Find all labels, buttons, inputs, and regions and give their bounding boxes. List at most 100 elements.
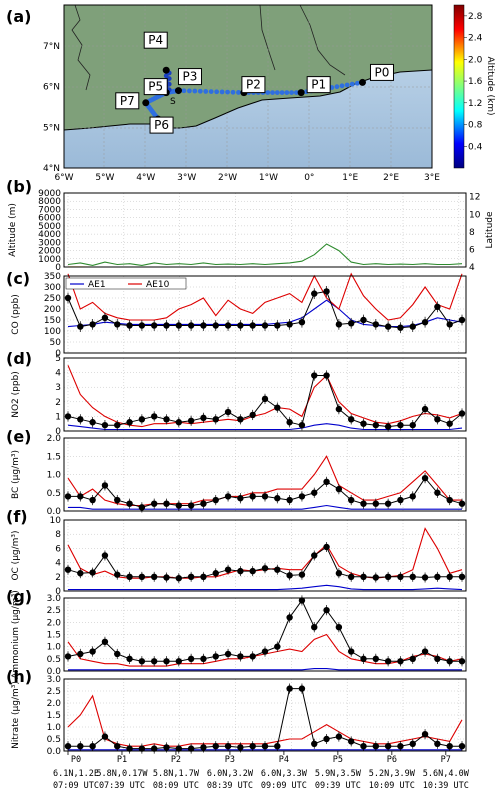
lon-tick: 1°W	[259, 173, 278, 183]
data-point	[138, 745, 146, 752]
waypoint-marker	[297, 89, 305, 97]
data-point	[64, 743, 72, 750]
data-point	[237, 567, 244, 575]
y-tick: 2.0	[47, 699, 62, 709]
track-dot	[289, 90, 295, 96]
data-point	[434, 740, 441, 747]
data-point	[200, 573, 207, 580]
data-point	[126, 655, 133, 663]
data-point	[224, 650, 232, 658]
data-point	[212, 570, 219, 577]
data-point	[323, 735, 330, 743]
data-point	[224, 408, 232, 416]
panel-frame	[63, 192, 467, 268]
time-utc-label: 07:39 UTC	[99, 781, 145, 791]
data-point	[187, 655, 195, 663]
data-point	[150, 573, 158, 580]
data-point	[163, 658, 170, 665]
data-point	[311, 740, 318, 747]
data-point	[101, 421, 109, 429]
data-point	[274, 743, 281, 750]
time-coord-label: 5.9N,3.5W	[315, 769, 362, 779]
y-tick: 3000	[38, 238, 61, 248]
y-axis-label: Altitude (m)	[8, 203, 18, 257]
lon-tick: 5°W	[95, 173, 114, 183]
waypoint-box	[143, 31, 168, 49]
y-tick: 4000	[38, 230, 61, 240]
y-axis-label: CO (ppb)	[11, 294, 21, 334]
data-point	[175, 575, 183, 582]
data-point	[249, 411, 256, 419]
time-point-label: P2	[171, 755, 181, 765]
time-utc-label: 07:09 UTC	[53, 781, 99, 791]
series-line-ae10	[67, 272, 463, 321]
data-point	[372, 500, 380, 507]
data-point	[360, 655, 367, 663]
panel-frame	[63, 519, 467, 592]
data-point	[261, 493, 269, 500]
y-tick: 0	[55, 427, 61, 437]
data-point	[249, 743, 256, 750]
data-point	[212, 496, 219, 504]
data-point	[421, 731, 429, 738]
colorbar-label: Altitude (km)	[485, 56, 495, 115]
y-tick: 1.5	[47, 631, 61, 641]
data-point	[384, 743, 392, 750]
y-axis-label: NO2 (ppb)	[11, 371, 21, 418]
track-dot	[274, 90, 280, 96]
time-point-label: P1	[117, 755, 127, 765]
data-point	[187, 502, 195, 509]
y-tick: 1.5	[47, 711, 61, 721]
y-tick: 300	[44, 283, 61, 293]
lon-tick: 4°W	[136, 173, 155, 183]
y-tick: 10	[50, 516, 62, 526]
colorbar-tick: 0.8	[468, 121, 483, 131]
data-point	[237, 416, 244, 423]
time-point-label: P6	[387, 755, 397, 765]
right-tick: 4	[469, 263, 475, 273]
track-dot	[186, 88, 192, 94]
data-point	[187, 322, 195, 329]
data-point	[175, 419, 183, 426]
y-tick: 2.0	[47, 618, 62, 628]
waypoint-label: P6	[154, 118, 169, 132]
data-point	[434, 416, 441, 423]
data-point	[409, 655, 416, 663]
track-dot	[230, 89, 236, 95]
data-point	[311, 624, 318, 631]
waypoint-label: P3	[183, 70, 198, 84]
data-point	[409, 323, 416, 330]
data-point	[200, 322, 207, 329]
data-point	[298, 571, 306, 578]
data-point	[458, 573, 466, 580]
y-tick: 0.5	[47, 489, 61, 499]
data-point	[261, 395, 269, 403]
y-tick: 0	[55, 349, 61, 359]
colorbar-tick: 1.6	[468, 77, 483, 87]
data-point	[372, 574, 380, 581]
data-point	[101, 552, 109, 559]
track-dot	[214, 89, 220, 95]
waypoint-marker	[142, 99, 150, 107]
waypoint-box	[149, 116, 174, 134]
track-dot	[166, 81, 172, 87]
data-point	[261, 565, 269, 572]
borders	[71, 4, 346, 91]
data-point	[409, 493, 416, 500]
data-point	[163, 574, 170, 581]
data-point	[274, 404, 281, 411]
colorbar-tick: 2.0	[468, 55, 483, 65]
data-point	[347, 738, 355, 745]
data-point	[323, 478, 330, 485]
latitude-ticks: 4°N 5°N 6°N 7°N	[43, 42, 60, 174]
data-point	[458, 743, 466, 750]
track-dot	[219, 89, 225, 95]
data-point	[150, 500, 158, 507]
data-point	[372, 655, 380, 663]
data-point	[212, 416, 219, 423]
y-axis-label: OC (μg/m³)	[11, 530, 21, 580]
data-point	[298, 597, 306, 604]
y-tick: 8	[55, 530, 61, 540]
waypoint-label: P7	[120, 94, 135, 108]
panel-frame	[63, 275, 467, 354]
